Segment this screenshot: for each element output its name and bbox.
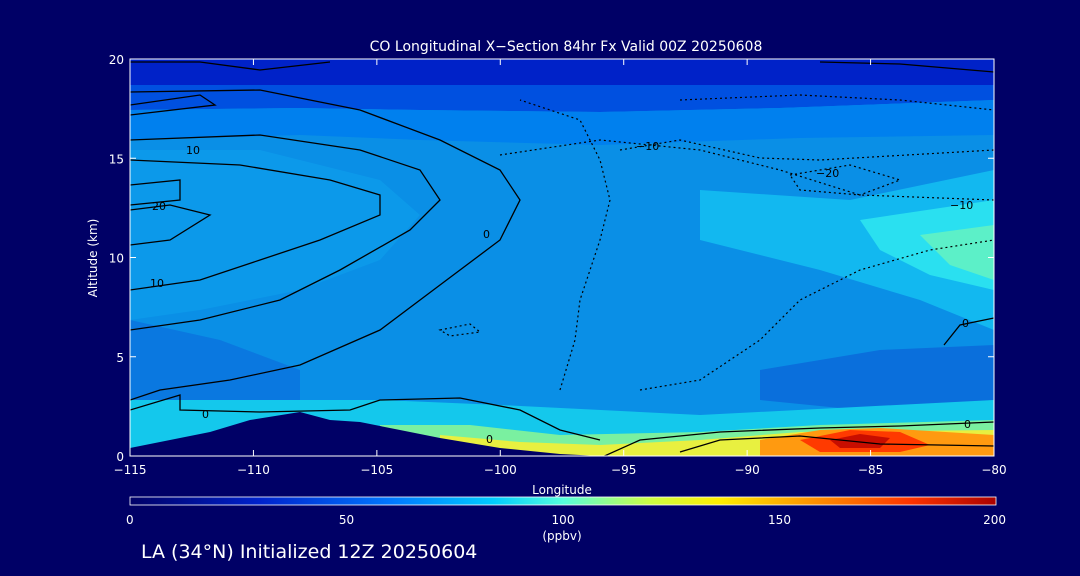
contour-line <box>943 317 994 346</box>
y-axis-label: Altitude (km) <box>86 219 100 298</box>
contour-label: −10 <box>950 199 973 212</box>
contours <box>130 61 994 456</box>
chart-title: CO Longitudinal X−Section 84hr Fx Valid … <box>370 39 763 55</box>
contour-line <box>130 179 181 206</box>
contour-line <box>130 394 601 441</box>
co-field <box>130 59 994 456</box>
field-bl-darkred <box>830 434 890 448</box>
colorbar-tick-label: 50 <box>339 513 354 527</box>
x-axis: −115 −110 −105 −100 −95 −90 −85 −80 <box>114 59 1007 477</box>
field-top-band <box>130 59 994 85</box>
footer-caption: LA (34°N) Initialized 12Z 20250604 <box>141 541 478 563</box>
field-mid-dark <box>760 345 994 410</box>
contour-label: 10 <box>186 144 200 157</box>
y-tick-label: 5 <box>116 351 124 365</box>
contour-labels: 0 0 0 0 0 10 20 10 −10 −20 −10 <box>150 140 973 446</box>
field-right-core2 <box>920 225 994 280</box>
field-upper-band2 <box>130 100 994 145</box>
contour-line <box>130 89 521 401</box>
x-tick-label: −80 <box>981 463 1006 477</box>
contour-line <box>130 94 217 116</box>
colorbar-tick-label: 200 <box>983 513 1006 527</box>
contour-label: 0 <box>962 317 969 330</box>
contour-label: 10 <box>150 277 164 290</box>
y-tick-label: 0 <box>116 450 124 464</box>
contour-line <box>602 421 994 456</box>
contour-line <box>130 61 331 71</box>
y-axis: 0 5 10 15 20 <box>109 53 994 464</box>
x-tick-label: −90 <box>734 463 759 477</box>
colorbar-tick-label: 0 <box>126 513 134 527</box>
field-mid-left-dark <box>130 320 300 400</box>
contour-dotted-line <box>639 239 994 391</box>
x-tick-label: −110 <box>237 463 270 477</box>
x-tick-label: −100 <box>484 463 517 477</box>
contour-line <box>130 159 381 291</box>
x-tick-label: −105 <box>360 463 393 477</box>
x-tick-label: −95 <box>611 463 636 477</box>
y-tick-label: 10 <box>109 252 124 266</box>
contour-line <box>819 61 994 73</box>
y-tick-label: 20 <box>109 53 124 67</box>
x-axis-label: Longitude <box>532 483 592 497</box>
colorbar-tick-label: 100 <box>552 513 575 527</box>
contour-dotted-line <box>438 323 482 337</box>
contour-dotted-line <box>499 139 994 201</box>
contour-label: 0 <box>964 418 971 431</box>
colorbar <box>129 496 997 506</box>
contour-dotted-line <box>679 94 994 111</box>
contour-line <box>679 435 994 453</box>
contour-line <box>130 204 212 246</box>
terrain <box>130 412 600 456</box>
x-tick-label: −115 <box>114 463 147 477</box>
contour-line <box>130 134 441 331</box>
contour-dotted-line <box>788 164 902 196</box>
contour-label: −20 <box>816 167 839 180</box>
field-upper-band <box>130 85 994 112</box>
x-tick-label: −85 <box>858 463 883 477</box>
contour-label: 20 <box>152 200 166 213</box>
colorbar-label: (ppbv) <box>542 529 581 543</box>
field-right-plume <box>700 170 994 330</box>
contours-dotted <box>438 94 994 391</box>
contour-label: −10 <box>636 140 659 153</box>
field-left-plume <box>130 150 420 320</box>
contour-label: 0 <box>202 408 209 421</box>
contour-dotted-line <box>519 99 611 391</box>
colorbar-tick-label: 150 <box>768 513 791 527</box>
contour-dotted-line <box>619 139 994 161</box>
colorbar-axis: 0 50 100 150 200 <box>126 513 1006 527</box>
y-tick-label: 15 <box>109 152 124 166</box>
contour-label: 0 <box>486 433 493 446</box>
contour-label: 0 <box>483 228 490 241</box>
